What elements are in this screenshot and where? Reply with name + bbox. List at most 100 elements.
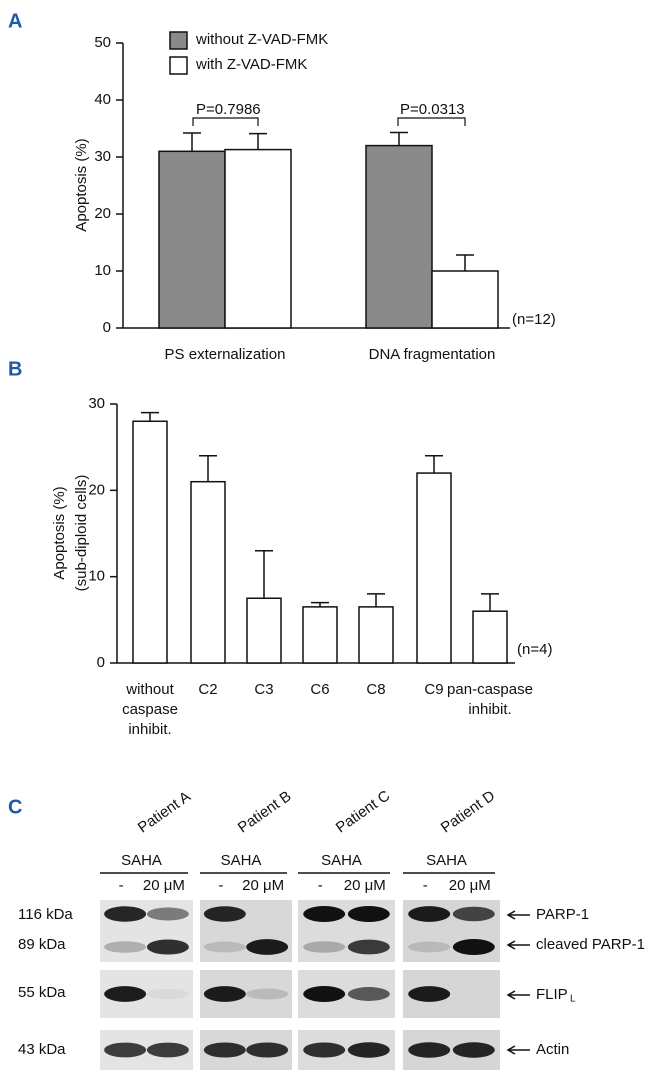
error-bar [249, 132, 267, 150]
blot-band [347, 906, 390, 922]
patient-label: Patient D [438, 787, 498, 836]
patient-label: Patient B [235, 788, 295, 837]
blot-band [203, 906, 246, 922]
protein-label: cleaved PARP-1 [536, 936, 645, 953]
arrow [506, 910, 530, 920]
bar [224, 148, 292, 329]
treatment-label: SAHA [321, 852, 362, 869]
arrow [506, 1045, 530, 1055]
y-tick-label: 10 [88, 568, 105, 585]
blot-band [452, 939, 495, 955]
blot-band [303, 986, 346, 1002]
error-bar [255, 550, 273, 599]
bar [158, 150, 226, 329]
blot-band [452, 906, 495, 922]
error-bar [141, 411, 159, 422]
x-tick-label: C6 [310, 681, 329, 698]
protein-label: FLIP [536, 986, 568, 1003]
blot-band [146, 907, 189, 921]
blot-band [146, 939, 189, 955]
y-tick-label: 20 [88, 481, 105, 498]
y-axis-label: Apoptosis (%) [73, 138, 90, 231]
blot-band [408, 941, 451, 953]
annotation: P=0.7986 [196, 101, 261, 118]
blot-band [203, 941, 246, 953]
blot-band [104, 906, 147, 922]
bar [365, 144, 433, 329]
bar [302, 606, 338, 664]
y-axis-label: Apoptosis (%) [51, 486, 68, 579]
lane-label: 20 μM [242, 877, 284, 894]
arrow [506, 990, 530, 1000]
error-bar [425, 455, 443, 474]
error-bar [390, 131, 408, 146]
blot-band [408, 906, 451, 922]
error-bar [367, 593, 385, 607]
legend-label: with Z-VAD-FMK [195, 56, 307, 73]
legend-swatch [169, 31, 188, 50]
panel-label: B [8, 358, 22, 380]
lane-label: - [218, 877, 223, 894]
panel-label: C [8, 796, 22, 818]
bar [358, 606, 394, 664]
error-bar [199, 455, 217, 482]
lane-label: - [318, 877, 323, 894]
protein-subscript: L [570, 994, 576, 1005]
blot-band [203, 1042, 246, 1058]
lane-label: - [423, 877, 428, 894]
bar [431, 270, 499, 329]
treatment-label: SAHA [121, 852, 162, 869]
blot-band [347, 1042, 390, 1058]
error-bar [481, 593, 499, 612]
significance-bracket [192, 117, 259, 126]
bar [472, 610, 508, 664]
panel-label: A [8, 10, 22, 32]
blot-band [203, 986, 246, 1002]
size-label: 43 kDa [18, 1041, 66, 1058]
blot-band [452, 1042, 495, 1058]
y-tick-label: 0 [97, 654, 105, 671]
lane-label: 20 μM [344, 877, 386, 894]
y-tick-label: 30 [88, 395, 105, 412]
y-tick-label: 30 [94, 148, 111, 165]
lane-label: - [119, 877, 124, 894]
size-label: 89 kDa [18, 936, 66, 953]
blot-band [104, 1042, 147, 1058]
blot-band [146, 988, 189, 1000]
blot-band [347, 939, 390, 955]
blot-band [408, 1042, 451, 1058]
blot-band [303, 1042, 346, 1058]
y-tick-label: 50 [94, 34, 111, 51]
blot-band [303, 906, 346, 922]
error-bar [456, 254, 474, 271]
y-tick-label: 0 [103, 319, 111, 336]
protein-label: PARP-1 [536, 906, 589, 923]
legend-label: without Z-VAD-FMK [195, 31, 328, 48]
legend-swatch [169, 56, 188, 75]
patient-label: Patient C [333, 787, 393, 836]
y-tick-label: 40 [94, 91, 111, 108]
x-tick-label: pan-caspase inhibit. [447, 681, 533, 718]
blot-band [347, 987, 390, 1001]
x-tick-label: C8 [366, 681, 385, 698]
x-tick-label: C3 [254, 681, 273, 698]
blot-band [246, 939, 289, 955]
annotation: P=0.0313 [400, 101, 465, 118]
blot-band [104, 941, 147, 953]
bar [416, 472, 452, 664]
blot-band [246, 988, 289, 1000]
x-tick-label: without caspase inhibit. [122, 681, 178, 738]
treatment-label: SAHA [426, 852, 467, 869]
error-bar [183, 132, 201, 152]
significance-bracket [397, 117, 466, 126]
bar [246, 597, 282, 664]
x-tick-label: DNA fragmentation [369, 346, 496, 363]
arrow [506, 940, 530, 950]
blot-band [408, 986, 451, 1002]
blot-band [104, 986, 147, 1002]
blot-band [146, 1042, 189, 1058]
y-axis-label: (sub-diploid cells) [73, 475, 90, 592]
y-tick-label: 20 [94, 205, 111, 222]
bar [132, 420, 168, 664]
annotation: (n=4) [517, 641, 552, 658]
